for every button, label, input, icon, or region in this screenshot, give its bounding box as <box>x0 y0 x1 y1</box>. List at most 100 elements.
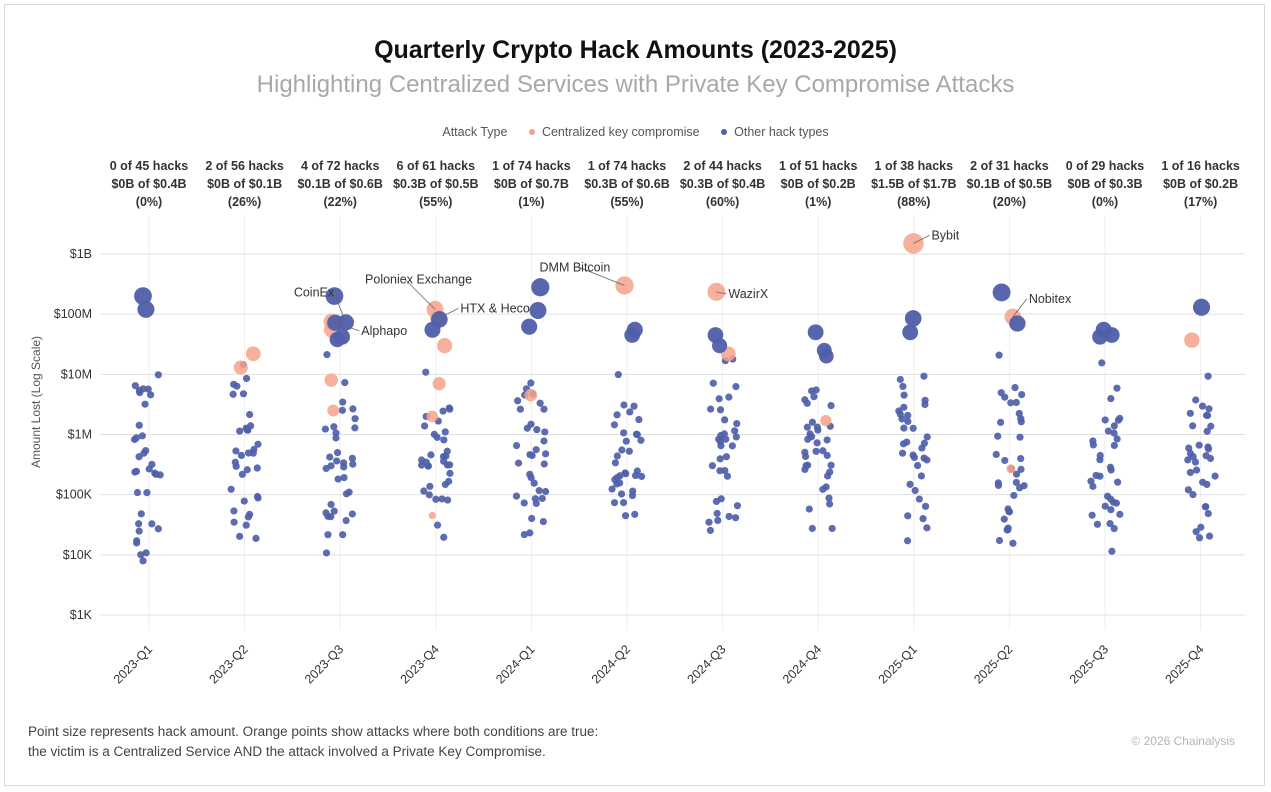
other-hack-point <box>709 379 717 387</box>
other-hack-point <box>418 461 426 469</box>
other-hack-point <box>1108 547 1116 555</box>
other-hack-point <box>806 430 814 438</box>
other-hack-point <box>243 466 251 474</box>
other-hack-point <box>825 494 833 502</box>
annotation-label: Bybit <box>931 228 959 242</box>
quarter-hack-count: 0 of 29 hacks <box>1066 159 1145 173</box>
other-hack-point <box>996 418 1005 426</box>
other-hack-point <box>808 418 816 426</box>
other-hack-point <box>531 278 550 297</box>
other-hack-point <box>805 505 813 513</box>
other-hack-point <box>1110 441 1118 450</box>
other-hack-point <box>230 518 238 526</box>
other-hack-point <box>441 428 449 436</box>
other-hack-point <box>244 449 253 457</box>
quarter-amount: $0.1B of $0.6B <box>297 177 382 191</box>
other-hack-point <box>348 510 356 518</box>
other-hack-point <box>1202 503 1210 511</box>
legend-heading: Attack Type <box>442 124 508 139</box>
other-hack-point <box>633 430 641 439</box>
other-hack-point <box>340 459 348 467</box>
other-hack-point <box>1004 505 1012 513</box>
other-hack-point <box>732 382 740 391</box>
quarter-percent: (20%) <box>993 195 1026 209</box>
other-hack-point <box>430 430 438 438</box>
other-hack-point <box>1114 478 1122 486</box>
other-hack-point <box>542 487 550 496</box>
other-hack-point <box>1103 492 1112 500</box>
other-hack-point <box>1109 498 1117 506</box>
other-hack-point <box>322 509 330 517</box>
other-hack-point <box>708 462 717 470</box>
other-hack-point <box>329 331 346 348</box>
quarter-percent: (55%) <box>419 195 452 209</box>
other-hack-point <box>133 537 141 545</box>
other-hack-point <box>804 461 812 469</box>
other-hack-point <box>819 485 827 493</box>
x-tick-label: 2025-Q4 <box>1162 642 1206 686</box>
other-hack-point <box>813 439 821 447</box>
other-hack-point <box>1211 472 1219 480</box>
other-hack-point <box>540 460 548 468</box>
y-tick-label: $100M <box>54 307 92 321</box>
other-hack-point <box>1204 445 1213 453</box>
other-hack-point <box>707 405 715 413</box>
quarter-hack-count: 1 of 74 hacks <box>588 159 667 173</box>
other-hack-point <box>1098 359 1106 367</box>
other-hack-point <box>1207 422 1215 430</box>
other-hack-point <box>326 453 334 461</box>
annotation-label: DMM Bitcoin <box>540 260 611 274</box>
other-hack-point <box>616 479 624 487</box>
other-hack-point <box>1104 427 1113 435</box>
quarter-hack-count: 2 of 31 hacks <box>970 159 1049 173</box>
other-hack-point <box>899 382 907 391</box>
other-hack-point <box>135 527 143 535</box>
other-hack-point <box>131 382 139 390</box>
quarter-hack-count: 2 of 56 hacks <box>205 159 284 173</box>
other-hack-point <box>992 283 1011 302</box>
other-hack-point <box>134 287 152 305</box>
other-hack-point <box>532 446 540 454</box>
annotation-label: Nobitex <box>1029 292 1072 306</box>
other-hack-point <box>246 410 254 419</box>
other-hack-point <box>230 507 238 515</box>
annotation-leader <box>716 291 727 295</box>
other-hack-point <box>339 398 347 406</box>
other-hack-point <box>446 461 454 469</box>
ckc-hack-point <box>1006 464 1016 474</box>
other-hack-point <box>902 324 919 341</box>
y-tick-label: $10K <box>63 548 93 562</box>
other-hack-point <box>819 348 834 364</box>
other-hack-point <box>610 421 619 429</box>
other-hack-point <box>801 396 809 404</box>
x-tick-label: 2024-Q2 <box>589 642 633 686</box>
ckc-hack-point <box>615 276 634 295</box>
annotation-label: Alphapo <box>361 324 407 338</box>
other-hack-point <box>614 370 622 379</box>
other-hack-point <box>918 444 926 452</box>
other-hack-point <box>728 442 736 450</box>
other-hack-point <box>904 512 912 520</box>
other-hack-point <box>338 406 346 414</box>
quarter-percent: (55%) <box>610 195 643 209</box>
other-hack-point <box>731 514 740 522</box>
other-hack-point <box>439 407 447 415</box>
annotation-leader <box>579 267 625 286</box>
other-hack-point <box>823 451 831 460</box>
quarter-hack-count: 1 of 74 hacks <box>492 159 571 173</box>
other-hack-point <box>253 492 262 501</box>
other-hack-point <box>141 400 149 408</box>
other-hack-point <box>427 451 435 459</box>
other-hack-point <box>827 461 835 469</box>
other-hack-point <box>540 405 548 413</box>
other-hack-point <box>433 521 442 529</box>
other-hack-point <box>333 457 341 465</box>
other-hack-point <box>1185 444 1193 452</box>
other-hack-point <box>711 338 728 354</box>
other-hack-point <box>246 510 254 518</box>
other-hack-point <box>804 435 812 443</box>
other-hack-point <box>900 403 908 411</box>
other-hack-point <box>706 526 714 535</box>
other-hack-point <box>442 452 450 460</box>
other-hack-point <box>716 406 725 414</box>
